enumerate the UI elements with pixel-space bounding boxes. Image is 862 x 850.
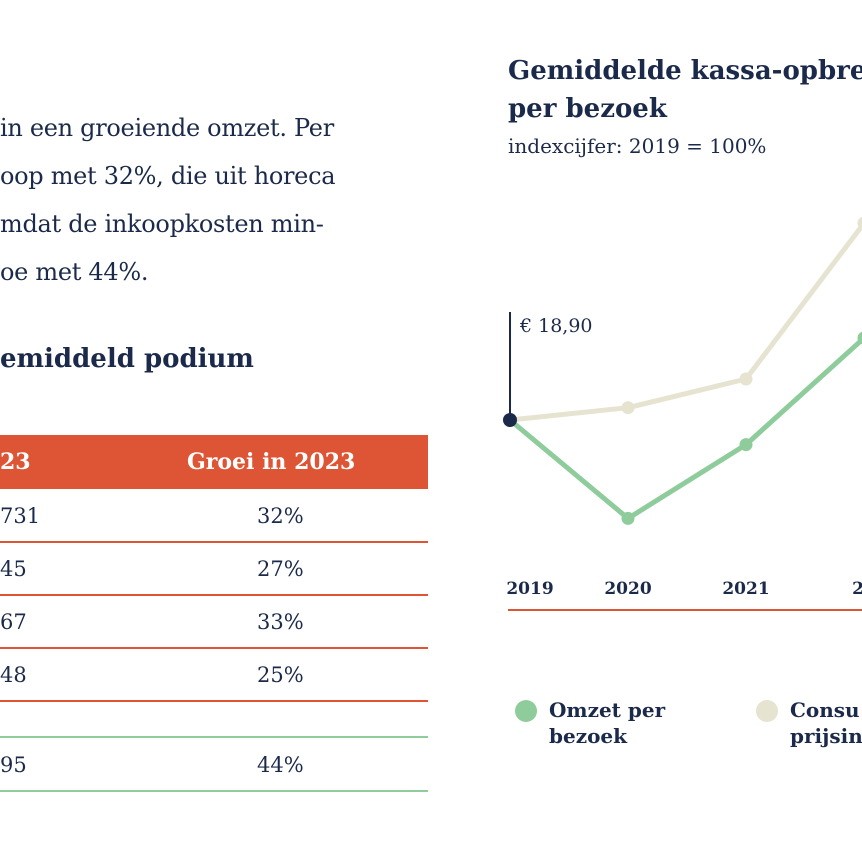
table-heading: emiddeld podium <box>0 344 254 374</box>
legend-swatch <box>756 700 778 722</box>
intro-line: in een groeiende omzet. Per <box>0 114 334 142</box>
series-line <box>508 336 862 521</box>
legend-label-line: prijsin <box>790 724 862 748</box>
data-point <box>857 331 862 345</box>
table-cell: 27% <box>257 557 304 581</box>
legend-label-line: Consu <box>790 698 860 722</box>
base-value-label: € 18,90 <box>519 315 593 337</box>
x-tick-label: 20 <box>852 579 862 599</box>
table-cell: 32% <box>257 504 304 528</box>
chart-subtitle: indexcijfer: 2019 = 100% <box>508 134 767 158</box>
x-tick-label: 2021 <box>722 579 769 599</box>
table-cell: 731 <box>0 504 41 528</box>
legend-label-line: Omzet per <box>549 698 666 722</box>
legend-label-line: bezoek <box>549 724 627 748</box>
legend-label: Consu prijsin <box>790 697 862 749</box>
base-point <box>503 413 517 427</box>
column-header: 23 <box>0 449 31 475</box>
data-point <box>621 511 635 525</box>
table-row: 731 32% <box>0 489 428 543</box>
legend-label: Omzet per bezoek <box>549 697 689 749</box>
data-point <box>739 372 753 386</box>
table-cell: 67 <box>0 610 27 634</box>
chart-title-text: Gemiddelde kassa-opbre per bezoek <box>508 56 862 124</box>
table-cell: 25% <box>257 663 304 687</box>
table-cell: 45 <box>0 557 27 581</box>
intro-paragraph: in een groeiende omzet. Per oop met 32%,… <box>0 104 430 296</box>
table-row: 67 33% <box>0 595 428 649</box>
table-header: 23 Groei in 2023 <box>0 435 428 489</box>
table-row: 48 25% <box>0 648 428 702</box>
legend-swatch <box>515 700 537 722</box>
table-row: 45 27% <box>0 542 428 596</box>
table-row-total: 95 44% <box>0 738 428 792</box>
table-cell: 44% <box>257 753 304 777</box>
table-row <box>0 701 428 738</box>
column-header: Groei in 2023 <box>187 449 356 475</box>
intro-line: mdat de inkoopkosten min- <box>0 210 324 238</box>
intro-line: oop met 32%, die uit horeca <box>0 162 336 190</box>
data-point <box>739 438 753 452</box>
intro-line: oe met 44%. <box>0 258 149 286</box>
series-line <box>509 221 862 423</box>
x-tick-label: 2020 <box>604 579 651 599</box>
data-point <box>857 217 862 230</box>
x-tick-label: 2019 <box>506 579 553 599</box>
chart-title: Gemiddelde kassa-opbre per bezoek <box>508 52 862 128</box>
data-point <box>621 401 635 415</box>
table-cell: 48 <box>0 663 27 687</box>
table-cell: 95 <box>0 753 27 777</box>
table-cell: 33% <box>257 610 304 634</box>
